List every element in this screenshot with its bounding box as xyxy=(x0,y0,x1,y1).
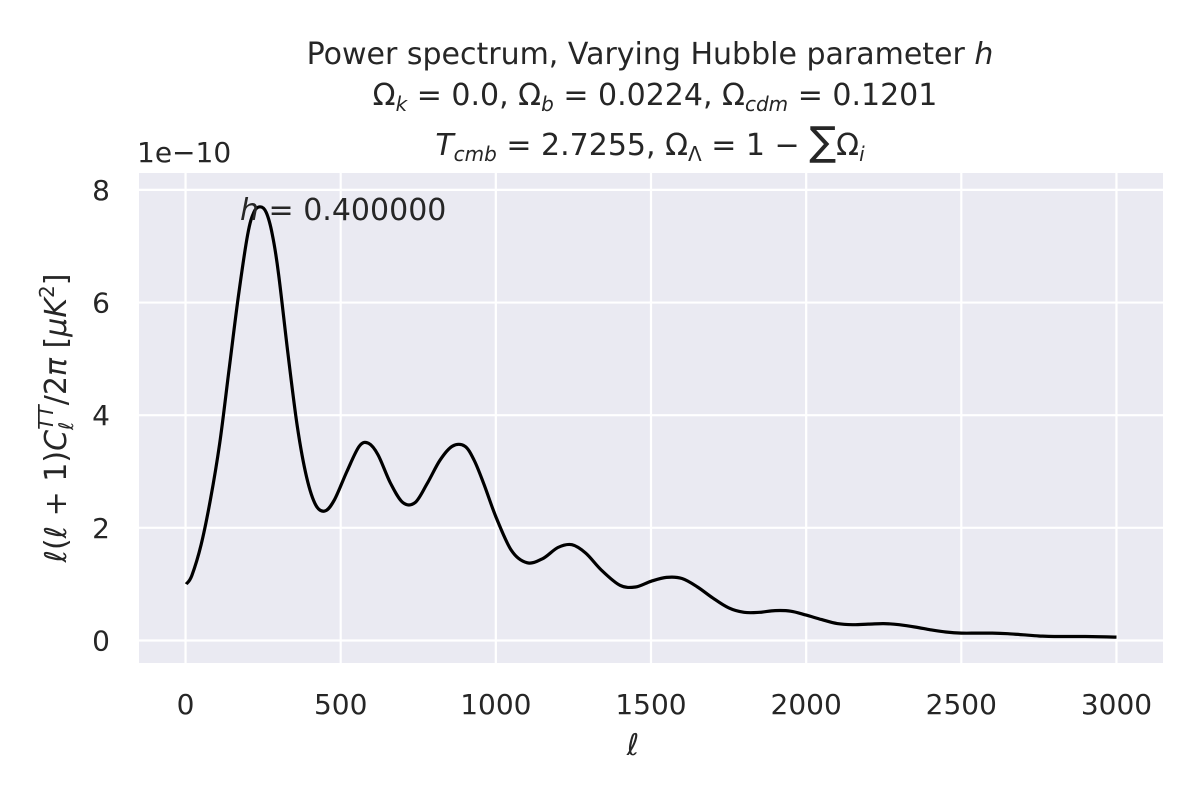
y-offset-label: 1e−10 xyxy=(137,136,231,169)
title-line-2: Ωk = 0.0, Ωb = 0.0224, Ωcdm = 0.1201 xyxy=(373,78,938,116)
y-tick-label: 4 xyxy=(92,399,110,432)
y-tick-label: 2 xyxy=(92,512,110,545)
series-layer xyxy=(184,205,1117,639)
x-tick-label: 0 xyxy=(177,688,195,721)
y-tick-label: 6 xyxy=(92,287,110,320)
series-line xyxy=(184,205,1117,639)
title-line-1: Power spectrum, Varying Hubble parameter… xyxy=(307,37,994,72)
y-tick-label: 8 xyxy=(92,174,110,207)
x-tick-label: 2500 xyxy=(926,688,997,721)
title-line-3: Tcmb = 2.7255, ΩΛ = 1 − ∑Ωi xyxy=(435,119,865,166)
y-tick-labels: 0 2 4 6 8 xyxy=(92,174,110,658)
y-axis-label: ℓ(ℓ + 1)CℓTT/2π [μK2] xyxy=(34,274,78,564)
x-tick-label: 1500 xyxy=(615,688,686,721)
x-tick-label: 500 xyxy=(314,688,367,721)
x-tick-label: 1000 xyxy=(460,688,531,721)
curve-annotation: h = 0.400000 xyxy=(240,193,446,228)
x-tick-label: 3000 xyxy=(1081,688,1152,721)
grid xyxy=(139,173,1163,663)
chart-title: Power spectrum, Varying Hubble parameter… xyxy=(307,37,994,166)
y-tick-label: 0 xyxy=(92,624,110,657)
x-tick-labels: 0 500 1000 1500 2000 2500 3000 xyxy=(177,688,1152,721)
x-tick-label: 2000 xyxy=(771,688,842,721)
x-axis-label: ℓ xyxy=(626,728,639,763)
